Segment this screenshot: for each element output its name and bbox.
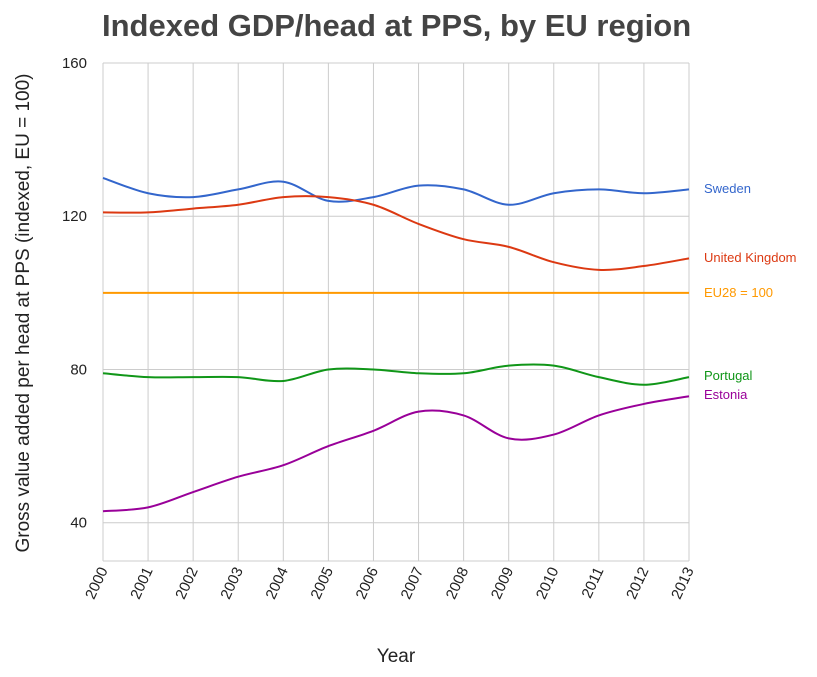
x-tick-label: 2011 xyxy=(578,565,607,601)
x-tick-label: 2002 xyxy=(172,565,202,602)
x-tick-label: 2013 xyxy=(668,565,698,602)
x-tick-label: 2003 xyxy=(217,565,247,602)
x-tick-labels: 2000 2001 2002 2003 2004 2005 2006 2007 2008 2009… xyxy=(82,565,698,602)
series-line-sweden xyxy=(102,176,690,206)
series-lines xyxy=(102,176,690,513)
series-line-portugal xyxy=(102,363,690,386)
x-tick-label: 2008 xyxy=(443,565,473,602)
x-tick-label: 2005 xyxy=(307,565,337,602)
series-line-estonia xyxy=(102,395,690,513)
y-axis-title: Gross value added per head at PPS (index… xyxy=(13,74,34,553)
y-tick-labels: 40 80 120 160 xyxy=(62,55,87,532)
y-tick-label: 120 xyxy=(62,208,87,225)
series-line-united-kingdom xyxy=(102,195,690,271)
x-tick-label: 2001 xyxy=(127,565,157,602)
series-label-united-kingdom: United Kingdom xyxy=(704,250,797,265)
series-labels: Sweden United Kingdom EU28 = 100 Portugal Es… xyxy=(704,181,797,402)
series-label-eu28-100: EU28 = 100 xyxy=(704,285,773,300)
grid xyxy=(102,62,690,562)
chart-title: Indexed GDP/head at PPS, by EU region xyxy=(102,8,692,43)
x-tick-label: 2009 xyxy=(488,565,518,602)
x-tick-label: 2004 xyxy=(262,565,292,602)
x-tick-label: 2012 xyxy=(623,565,653,602)
series-label-sweden: Sweden xyxy=(704,181,751,196)
x-axis-title: Year xyxy=(377,646,416,667)
x-tick-label: 2010 xyxy=(533,565,563,602)
x-tick-label: 2007 xyxy=(398,565,428,602)
y-tick-label: 80 xyxy=(70,361,87,378)
series-label-portugal: Portugal xyxy=(704,368,753,383)
y-tick-label: 160 xyxy=(62,55,87,72)
x-tick-label: 2000 xyxy=(82,565,112,602)
series-label-estonia: Estonia xyxy=(704,387,748,402)
y-tick-label: 40 xyxy=(70,515,87,532)
x-tick-label: 2006 xyxy=(353,565,383,602)
